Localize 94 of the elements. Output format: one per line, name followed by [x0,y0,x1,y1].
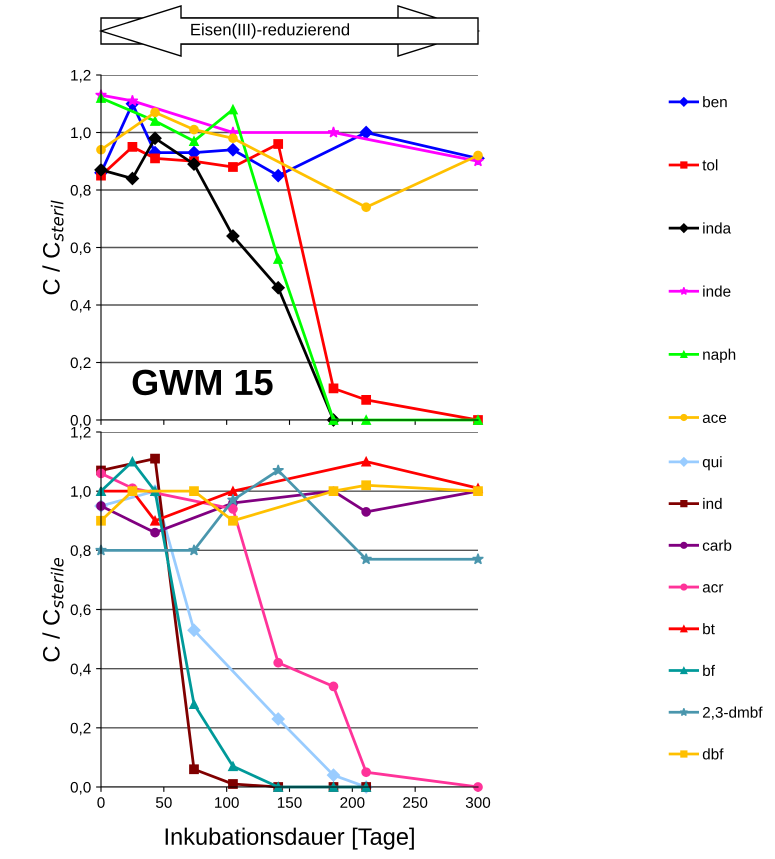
point [473,150,483,160]
point [150,528,160,538]
point [328,126,340,138]
legend-label: qui [702,456,722,470]
legend-label: acr [702,584,724,593]
y-tick-label: 0,6 [70,604,91,617]
point [150,516,160,526]
point [361,415,372,425]
point [272,464,284,476]
annotation: GWM 15 [132,370,273,396]
point [473,782,483,792]
point [187,158,201,171]
point [273,658,284,668]
point [126,172,140,186]
point [228,761,238,772]
point [128,142,138,152]
point [189,764,199,774]
legend-label: ind [703,498,722,510]
point [150,108,160,118]
point [272,281,285,294]
point [126,94,138,106]
y-axis-title: C / C$_{steril}$ [42,200,64,294]
y-axis-title: C / C$_{sterile}$ [42,558,64,662]
y-tick-label: 0,2 [70,722,91,736]
point [361,507,372,517]
y-tick-label: 0,4 [70,664,91,676]
point [360,126,373,140]
point [228,162,238,172]
x-axis-title: Inkubationsdauer [Tage] [166,828,414,850]
legend-label: bt [703,623,715,634]
point [273,139,284,149]
x-tick-label: 50 [156,797,172,808]
y-tick-label: 0,6 [70,242,91,255]
point [150,454,160,464]
point [189,124,199,134]
y-tick-label: 1,2 [71,426,91,440]
point [228,779,238,789]
point [226,143,240,156]
x-tick-label: 100 [215,797,239,808]
legend-label: dbf [702,748,724,760]
y-tick-label: 0,8 [70,184,91,198]
point [96,516,106,526]
x-tick-label: 200 [340,797,364,808]
point [328,682,338,692]
point [273,254,284,264]
legend-label: inde [703,286,730,297]
point [272,712,285,726]
point [150,154,160,164]
point [189,486,199,496]
y-tick-label: 1,2 [71,70,91,82]
point [228,516,238,526]
point [187,624,201,637]
legend-label: 2,3-dmbf [702,706,763,720]
y-tick-label: 0,4 [70,300,91,312]
x-tick-label: 0 [97,797,105,808]
y-tick-label: 0,0 [70,782,91,794]
y-tick-label: 1,0 [71,486,91,499]
point [189,699,199,710]
point [360,552,372,564]
x-tick-label: 300 [466,797,490,808]
point [228,104,238,114]
point [361,456,372,466]
point [228,504,238,514]
point [228,486,238,496]
legend-label: ben [703,96,727,108]
point [188,544,200,556]
point [150,116,160,126]
text: Eisen(III)-reduzierend [191,23,350,39]
x-tick-label: 150 [278,797,302,808]
y-tick-label: 0,0 [70,414,91,428]
point [361,480,372,490]
point [189,136,199,146]
point [472,552,484,564]
point [228,133,238,144]
legend-label: tol [702,159,718,170]
point [326,768,340,782]
point [361,202,372,212]
y-tick-label: 0,8 [70,545,91,558]
point [148,132,162,145]
y-tick-label: 0,2 [70,357,91,370]
point [226,494,239,506]
y-tick-label: 1,0 [71,127,91,140]
point [272,169,285,182]
point [361,767,372,778]
legend-label: naph [703,348,736,363]
point [128,456,138,466]
legend-label: carb [702,540,732,551]
legend-label: bf [703,664,715,676]
point [361,395,372,405]
legend-label: inda [703,222,732,234]
x-tick-label: 250 [403,797,428,808]
point [328,384,338,394]
legend-label: ace [702,414,726,423]
point [226,229,240,243]
